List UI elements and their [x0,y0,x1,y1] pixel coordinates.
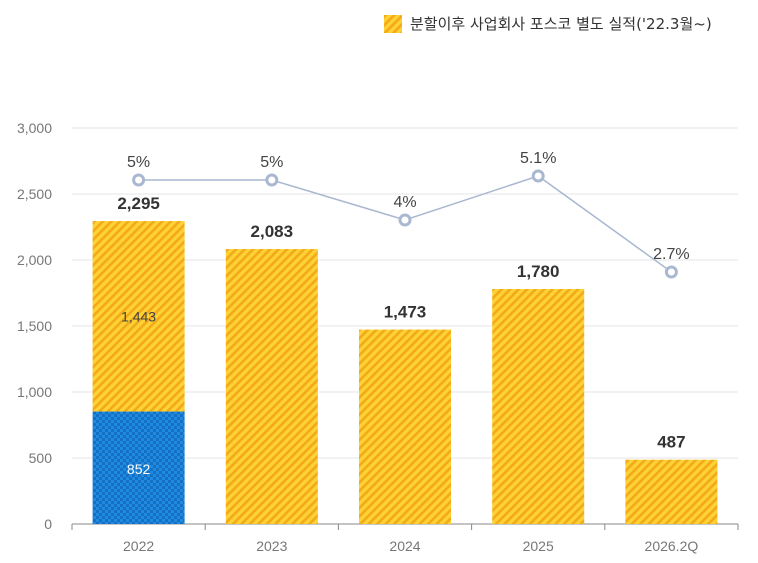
x-tick-label: 2025 [523,538,554,554]
total-label: 2,295 [117,194,160,213]
y-tick-label: 1,000 [17,384,52,400]
bar-segment-yellow [359,329,451,524]
rate-line [132,169,678,279]
bar-segment-yellow [492,289,585,524]
bar-segment-yellow [225,249,318,524]
rate-label: 2.7% [653,246,689,263]
x-tick-label: 2023 [256,538,287,554]
rate-label: 5% [127,154,150,171]
segment-label: 852 [127,461,151,477]
rate-label: 5.1% [520,150,556,167]
labels: 0 500 1,000 1,500 2,000 2,500 3,000 852 1,443 2,2… [17,120,698,554]
y-tick-label: 1,500 [17,318,52,334]
total-label: 487 [657,433,685,452]
rate-point [531,169,545,183]
x-tick-label: 2022 [123,538,154,554]
y-tick-label: 0 [44,516,52,532]
bar-segment-yellow [625,459,718,524]
bar-segment-blue [92,411,185,524]
x-tick-label: 2024 [389,538,420,554]
bars [92,221,718,524]
rate-point [265,173,279,187]
total-label: 2,083 [251,222,294,241]
y-tick-label: 2,000 [17,252,52,268]
y-tick-label: 3,000 [17,120,52,136]
rate-point [664,265,678,279]
rate-point [132,173,146,187]
legend: 분할이후 사업회사 포스코 별도 실적('22.3월~) [384,13,712,34]
rate-label: 5% [260,154,283,171]
legend-label: 분할이후 사업회사 포스코 별도 실적('22.3월~) [410,15,712,33]
rate-point [398,213,412,227]
x-tick-label: 2026.2Q [645,538,699,554]
total-label: 1,780 [517,262,560,281]
y-tick-label: 500 [29,450,53,466]
bar-segment-yellow [92,221,185,412]
total-label: 1,473 [384,303,427,322]
rate-label: 4% [393,194,416,211]
y-tick-label: 2,500 [17,186,52,202]
legend-swatch [384,14,402,33]
segment-label: 1,443 [121,308,156,324]
